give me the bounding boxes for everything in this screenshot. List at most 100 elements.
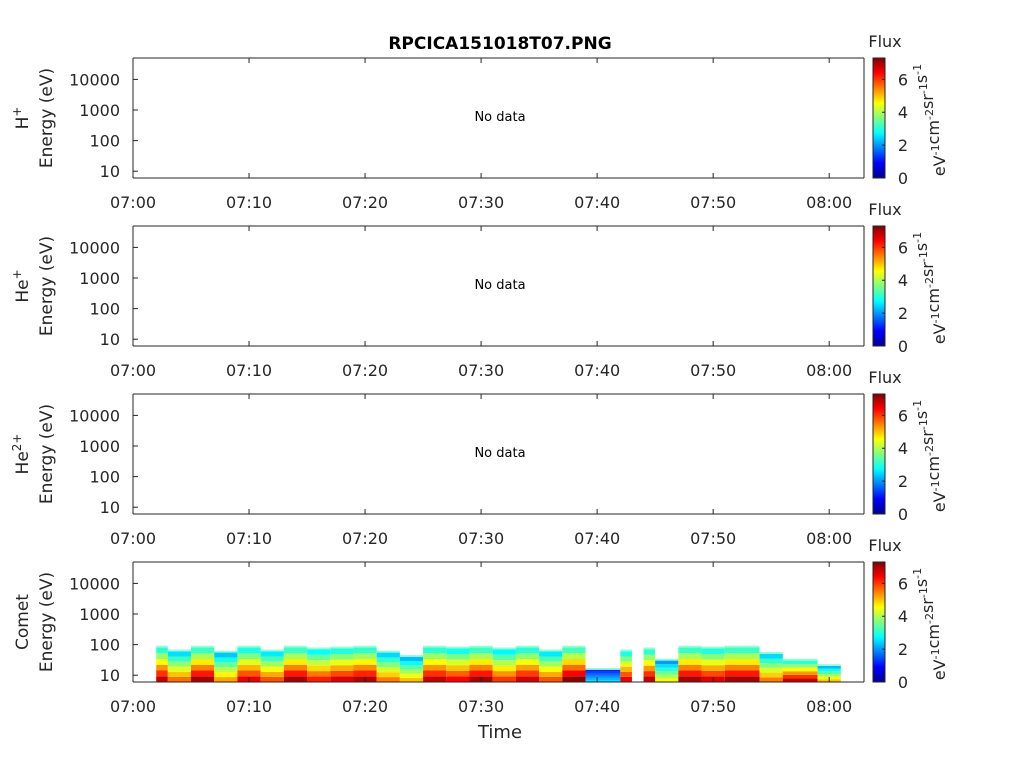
spectrogram-cell — [655, 660, 679, 665]
spectrogram-burst — [283, 645, 308, 682]
spectrogram-cell — [724, 653, 760, 660]
spectrogram-burst — [237, 645, 261, 682]
x-tick-label: 07:50 — [690, 361, 736, 380]
spectrogram-cell — [492, 660, 516, 666]
spectrogram-cell — [817, 671, 841, 674]
x-tick-label: 07:30 — [458, 529, 504, 548]
spectrogram-burst — [307, 647, 331, 682]
spectrogram-burst — [469, 645, 493, 682]
x-tick-label: 07:40 — [574, 361, 620, 380]
spectrogram-cell — [620, 656, 632, 662]
spectrogram-cell — [353, 647, 377, 654]
spectrogram-cell — [620, 651, 632, 657]
spectrogram-fringe — [562, 645, 586, 648]
spectrogram-cell — [539, 671, 563, 677]
x-tick-label: 07:50 — [690, 529, 736, 548]
x-tick-label: 07:20 — [342, 529, 388, 548]
spectrogram-cell — [307, 660, 331, 666]
spectrogram-cell — [423, 676, 447, 682]
spectrogram-cell — [782, 671, 818, 675]
spectrogram-cell — [620, 676, 632, 682]
spectrogram-fringe — [353, 645, 377, 648]
spectrogram-cell — [701, 670, 725, 677]
spectrogram-cell — [167, 666, 192, 672]
spectrogram-cell — [260, 661, 284, 667]
time-axis-label: Time — [477, 722, 522, 743]
y-tick-label: 100 — [89, 468, 120, 487]
spectrogram-cell — [283, 653, 308, 660]
spectrogram-burst — [376, 650, 400, 682]
spectrogram-cell — [283, 670, 308, 677]
species-label: He+ — [10, 269, 33, 302]
spectrogram-burst — [399, 654, 424, 682]
spectrogram-cell — [330, 670, 354, 677]
spectrogram-cell — [515, 653, 540, 660]
spectrogram-fringe — [307, 647, 331, 650]
y-tick-label: 10000 — [69, 70, 120, 89]
x-tick-label: 08:00 — [806, 193, 852, 212]
spectrogram-cell — [724, 676, 760, 682]
spectrogram-burst — [156, 645, 168, 682]
colorbar-unit-label: eV-1cm-2sr-1s-1 — [911, 568, 949, 680]
colorbar — [872, 561, 886, 683]
x-tick-label: 07:10 — [226, 529, 272, 548]
y-tick-label: 1000 — [79, 605, 120, 624]
spectrogram-cell — [701, 659, 725, 666]
spectrogram-cell — [167, 661, 192, 667]
spectrogram-cell — [399, 669, 424, 674]
spectrogram-cell — [307, 649, 331, 655]
spectrogram-cell — [817, 673, 841, 677]
spectrogram-cell — [237, 659, 261, 665]
spectrogram-cell — [562, 653, 586, 660]
spectrogram-burst — [782, 658, 818, 682]
spectrogram-cell — [643, 676, 656, 682]
spectrogram-cell — [446, 648, 470, 655]
spectrogram-cell — [469, 664, 493, 671]
spectrogram-burst — [759, 651, 783, 682]
spectrogram-cell — [643, 660, 656, 666]
spectrogram-cell — [759, 677, 783, 682]
spectrogram-cell — [399, 656, 424, 661]
spectrogram-burst — [167, 649, 192, 682]
spectrogram-cell — [330, 654, 354, 660]
spectrogram-cell — [492, 654, 516, 661]
x-tick-label: 07:10 — [226, 193, 272, 212]
spectrogram-fringe — [399, 654, 424, 657]
spectrogram-cell — [655, 667, 679, 672]
spectrogram-fringe — [330, 646, 354, 649]
x-tick-label: 07:00 — [110, 193, 156, 212]
x-tick-label: 07:30 — [458, 361, 504, 380]
spectrogram-fringe — [585, 667, 621, 670]
spectrogram-cell — [724, 647, 760, 654]
spectrogram-cell — [469, 659, 493, 665]
spectrogram-cell — [167, 676, 192, 682]
spectrogram-cell — [191, 670, 215, 677]
y-tick-label: 10 — [100, 162, 120, 181]
spectrogram-cell — [585, 677, 621, 680]
spectrogram-burst — [191, 645, 215, 682]
spectrogram-cell — [724, 664, 760, 671]
x-tick-label: 07:30 — [458, 193, 504, 212]
spectrogram-fringe — [214, 650, 238, 653]
spectrogram-cell — [353, 664, 377, 671]
spectrogram-cell — [376, 662, 400, 668]
spectrogram-cell — [167, 671, 192, 677]
spectrogram-fringe — [817, 664, 841, 666]
spectrogram-cell — [585, 669, 621, 672]
colorbar-title: Flux — [868, 32, 901, 51]
spectrogram-cell — [724, 659, 760, 665]
colorbar-tick-label: 4 — [898, 439, 908, 458]
spectrogram-fringe — [469, 645, 493, 648]
x-tick-label: 08:00 — [806, 697, 852, 716]
x-tick-label: 07:40 — [574, 193, 620, 212]
spectrogram-cell — [469, 647, 493, 654]
spectrogram-cell — [446, 659, 470, 666]
spectrogram-cell — [515, 670, 540, 677]
spectrogram-burst — [724, 645, 760, 682]
spectrogram-cell — [782, 678, 818, 682]
energy-axis-label: Energy (eV) — [37, 572, 57, 672]
spectrogram-cell — [167, 656, 192, 662]
spectrogram-cell — [191, 676, 215, 682]
spectrogram-fringe — [492, 647, 516, 650]
spectrogram-cell — [399, 677, 424, 682]
